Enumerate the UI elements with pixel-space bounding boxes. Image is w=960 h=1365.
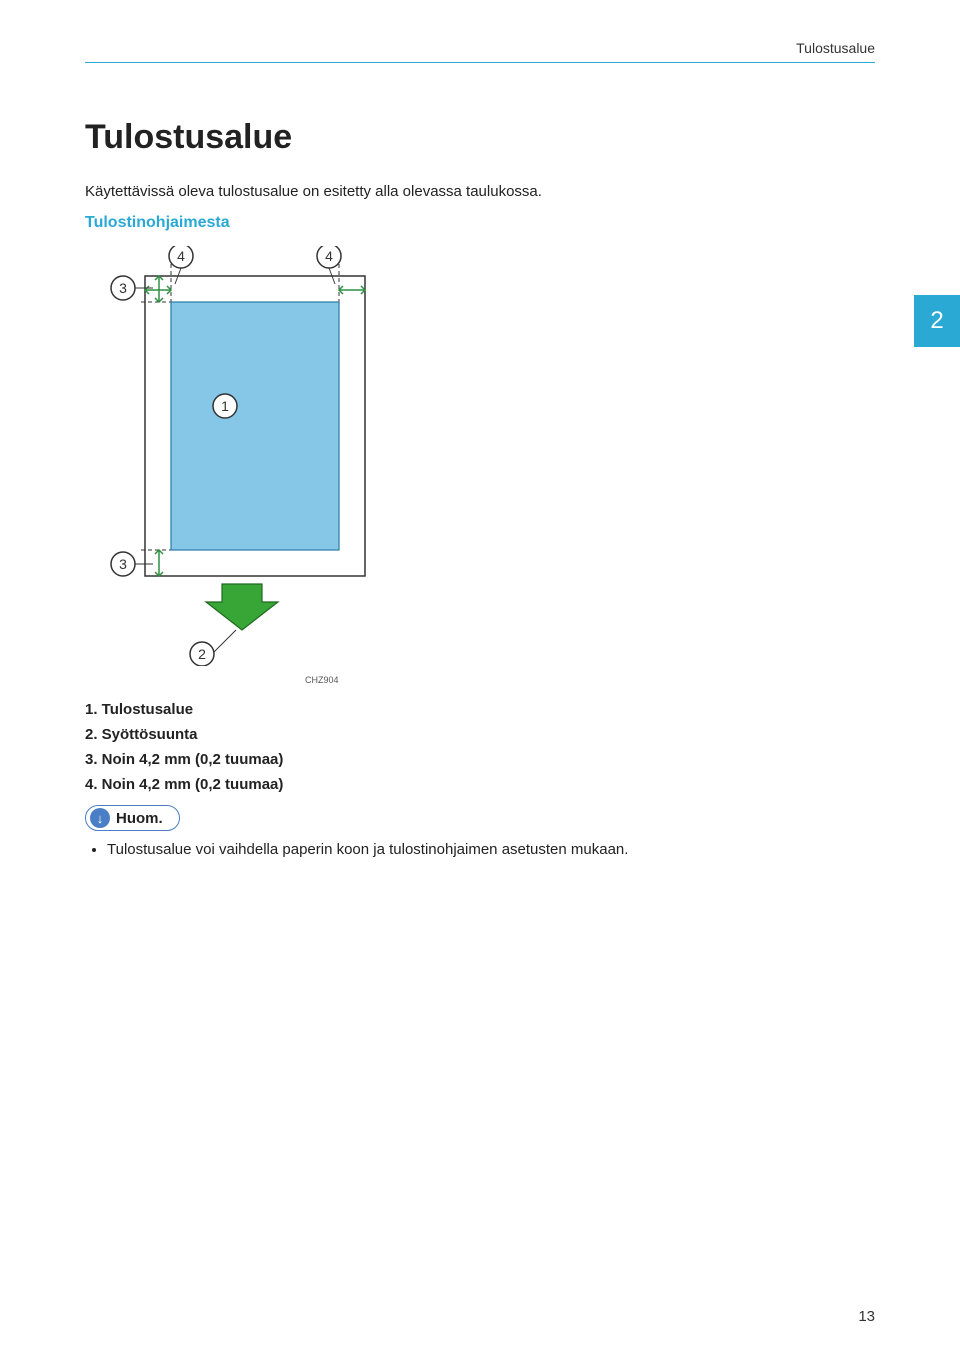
svg-text:1: 1 [221, 398, 229, 414]
legend: 1. Tulostusalue 2. Syöttösuunta 3. Noin … [85, 701, 875, 793]
note-bullet: Tulostusalue voi vaihdella paperin koon … [107, 841, 875, 858]
legend-item-4: 4. Noin 4,2 mm (0,2 tuumaa) [85, 776, 875, 793]
note-list: Tulostusalue voi vaihdella paperin koon … [107, 841, 875, 858]
page-number: 13 [858, 1308, 875, 1325]
svg-text:4: 4 [177, 248, 185, 264]
subheading: Tulostinohjaimesta [85, 214, 875, 232]
header-breadcrumb: Tulostusalue [85, 40, 875, 63]
svg-text:2: 2 [198, 646, 206, 662]
section-tab: 2 [914, 295, 960, 347]
diagram-code: CHZ904 [305, 675, 875, 685]
svg-text:4: 4 [325, 248, 333, 264]
page-title: Tulostusalue [85, 118, 875, 157]
svg-text:3: 3 [119, 280, 127, 296]
printable-area-diagram: 1 2 3 3 4 4 CHZ904 [105, 246, 875, 685]
legend-item-1: 1. Tulostusalue [85, 701, 875, 718]
note-label: Huom. [116, 810, 163, 827]
svg-text:3: 3 [119, 556, 127, 572]
note-icon: ↓ [90, 808, 110, 828]
legend-item-2: 2. Syöttösuunta [85, 726, 875, 743]
legend-item-3: 3. Noin 4,2 mm (0,2 tuumaa) [85, 751, 875, 768]
intro-text: Käytettävissä oleva tulostusalue on esit… [85, 183, 875, 200]
note-badge: ↓ Huom. [85, 805, 180, 831]
